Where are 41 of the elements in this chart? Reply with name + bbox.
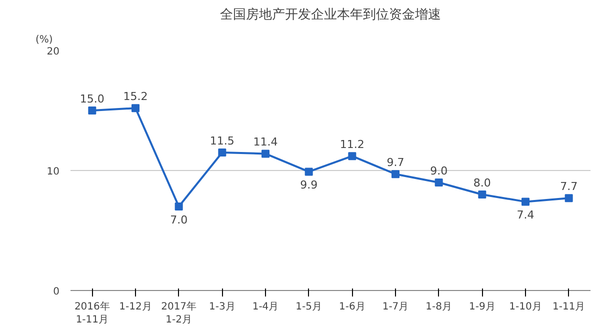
data-label: 7.0	[170, 214, 188, 226]
x-tick-label: 1-7月	[382, 302, 409, 312]
point	[174, 202, 183, 210]
data-label: 11.2	[340, 138, 364, 152]
point	[262, 150, 270, 158]
x-tick-label: 1-4月	[252, 302, 279, 312]
chart-title: 全国房地产开发企业本年到位资金增速	[220, 6, 441, 22]
data-label: 11.5	[210, 134, 234, 148]
x-tick-label: 1-10月	[509, 302, 542, 312]
data-label: 15.2	[123, 90, 148, 104]
x-tick-label: 1-6月	[339, 302, 366, 312]
point	[132, 104, 140, 112]
y-tick-label: 10	[46, 166, 60, 178]
x-tick-label: 1-5月	[296, 302, 322, 312]
point	[304, 168, 313, 176]
point	[434, 178, 443, 186]
x-tick-label: 2016年 1-11月	[74, 300, 110, 326]
data-label: 7.4	[516, 208, 534, 222]
data-label: 9.7	[386, 156, 404, 170]
data-label: 9.9	[300, 178, 318, 192]
x-tick-label: 1-12月	[119, 302, 152, 312]
point	[392, 170, 400, 178]
data-label: 9.0	[430, 164, 448, 178]
x-tick-label: 2017年 1-2月	[161, 300, 197, 326]
point	[348, 152, 356, 160]
data-label: 11.4	[253, 136, 278, 149]
y-axis-title: (%)	[36, 34, 53, 46]
x-tick-label: 1-8月	[426, 302, 452, 312]
x-tick-label: 1-11月	[552, 302, 586, 312]
point	[522, 198, 530, 206]
data-label: 8.0	[473, 176, 491, 190]
x-tick-label: 1-3月	[209, 302, 236, 312]
data-label: 15.0	[80, 92, 104, 106]
point	[88, 106, 96, 114]
point	[478, 190, 486, 198]
x-tick-label: 1-9月	[469, 302, 496, 312]
data-label: 7.7	[560, 180, 578, 194]
point	[564, 194, 573, 202]
y-tick-label: 20	[46, 46, 60, 58]
y-tick-label: 0	[53, 286, 60, 298]
point	[218, 148, 226, 156]
